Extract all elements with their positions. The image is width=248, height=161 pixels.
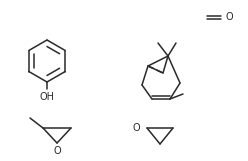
Text: OH: OH — [39, 93, 55, 103]
Text: O: O — [226, 12, 234, 22]
Text: O: O — [53, 146, 61, 156]
Text: O: O — [132, 123, 140, 133]
